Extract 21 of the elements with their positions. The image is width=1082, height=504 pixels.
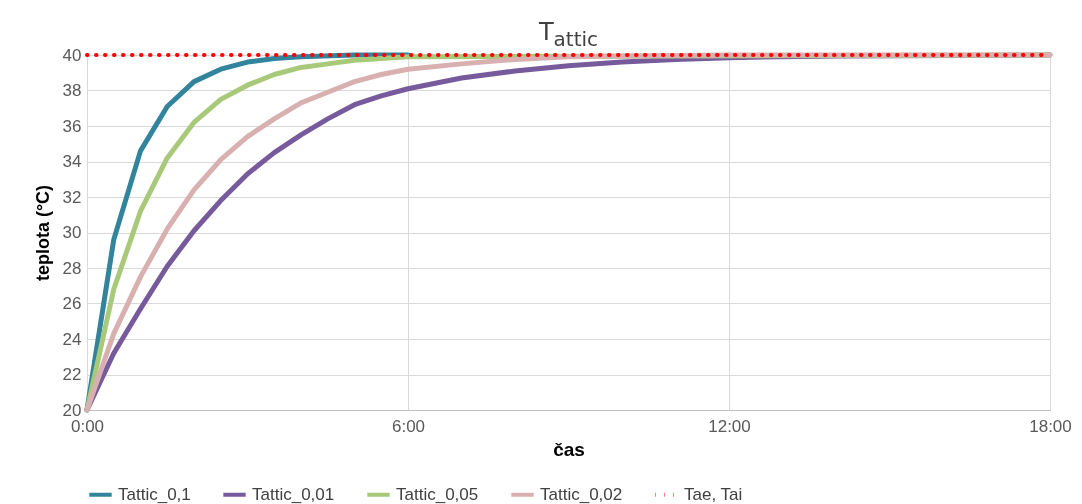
y-tick-label: 38 bbox=[62, 81, 82, 100]
legend-label: Tattic_0,05 bbox=[396, 484, 479, 504]
y-tick-label: 28 bbox=[62, 258, 82, 278]
y-tick-label: 22 bbox=[62, 365, 82, 384]
x-axis-title: čas bbox=[553, 438, 585, 460]
x-tick-label: 12:00 bbox=[708, 416, 751, 436]
y-tick-label: 40 bbox=[62, 45, 82, 65]
chart-title: T$_{attic}$ bbox=[537, 18, 600, 51]
y-axis-title: teplota (°C) bbox=[32, 184, 53, 282]
legend-label: Tattic_0,1 bbox=[118, 484, 191, 504]
x-tick-label: 18:00 bbox=[1029, 416, 1072, 436]
y-tick-label: 34 bbox=[62, 152, 82, 171]
y-tick-label: 26 bbox=[62, 294, 82, 313]
legend-label: Tattic_0,01 bbox=[252, 484, 335, 504]
y-tick-label: 30 bbox=[62, 223, 82, 242]
x-tick-label: 6:00 bbox=[391, 416, 426, 436]
y-tick-label: 24 bbox=[62, 329, 82, 349]
legend-label: Tattic_0,02 bbox=[540, 484, 623, 504]
legend-label: Tae, Tai bbox=[684, 484, 743, 504]
y-tick-label: 36 bbox=[62, 116, 82, 136]
y-tick-label: 32 bbox=[62, 187, 82, 207]
